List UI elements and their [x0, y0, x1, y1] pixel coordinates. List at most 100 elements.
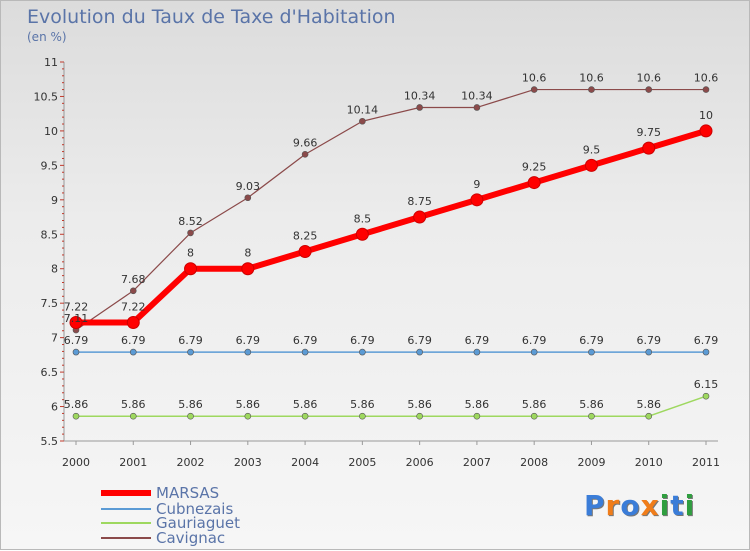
data-label: 10.6 [522, 72, 547, 85]
y-tick-label: 9 [51, 194, 58, 207]
data-label: 9.25 [522, 161, 547, 174]
proxiti-logo: Proxiti [584, 489, 696, 522]
data-point [416, 412, 423, 420]
data-label: 9.5 [583, 143, 601, 156]
data-point [527, 176, 541, 190]
data-point [301, 151, 309, 158]
data-label: 5.86 [293, 398, 318, 411]
legend-label: MARSAS [156, 484, 219, 502]
y-tick-label: 10.5 [34, 90, 59, 103]
data-label: 8.25 [293, 230, 318, 243]
data-label: 8 [187, 247, 194, 260]
data-point [473, 412, 481, 420]
data-point [355, 227, 369, 241]
data-label: 8 [244, 247, 251, 260]
data-label: 6.15 [694, 378, 719, 391]
y-tick-label: 9.5 [41, 159, 59, 172]
data-point [413, 210, 427, 224]
data-point [187, 348, 194, 356]
x-tick-label: 2000 [62, 456, 90, 469]
data-point [470, 193, 484, 207]
data-point [645, 412, 653, 420]
x-tick-label: 2004 [291, 456, 319, 469]
data-point [530, 348, 538, 356]
data-label: 5.86 [236, 398, 261, 411]
series-line [75, 88, 707, 331]
data-point [702, 86, 710, 93]
data-label: 10.6 [694, 72, 719, 85]
data-point [359, 117, 366, 125]
x-tick-label: 2003 [234, 456, 262, 469]
x-tick-label: 2010 [635, 456, 663, 469]
data-label: 10.6 [579, 72, 604, 85]
data-label: 6.79 [178, 334, 203, 347]
chart-unit: (en %) [27, 30, 67, 44]
legend-label: Cubnezais [156, 500, 233, 518]
data-label: 5.86 [522, 398, 547, 411]
data-label: 6.79 [407, 334, 432, 347]
data-label: 6.79 [636, 334, 661, 347]
y-tick-label: 7.5 [41, 297, 59, 310]
data-point [702, 392, 710, 400]
data-label: 6.79 [522, 334, 547, 347]
data-label: 10.6 [636, 72, 661, 85]
data-label: 6.79 [293, 334, 318, 347]
data-label: 10.34 [461, 89, 493, 102]
x-tick-label: 2001 [119, 456, 147, 469]
data-label: 10.14 [347, 103, 379, 116]
data-label: 5.86 [636, 398, 661, 411]
data-label: 9 [473, 178, 480, 191]
data-point [530, 86, 538, 93]
data-point [241, 262, 255, 276]
data-point [588, 86, 595, 93]
data-label: 8.75 [407, 195, 432, 208]
data-label: 6.79 [236, 334, 261, 347]
data-label: 10.34 [404, 89, 436, 102]
data-point [298, 245, 312, 258]
data-point [69, 315, 83, 329]
data-label: 5.86 [465, 398, 490, 411]
y-tick-label: 6.5 [41, 366, 59, 379]
x-tick-label: 2007 [463, 456, 491, 469]
data-label: 6.79 [579, 334, 604, 347]
data-point [416, 104, 423, 111]
x-tick-label: 2002 [177, 456, 205, 469]
y-tick-label: 8.5 [41, 228, 59, 241]
y-tick-label: 7 [51, 332, 58, 345]
data-label: 9.03 [236, 180, 261, 193]
data-label: 5.86 [178, 398, 203, 411]
data-point [645, 86, 653, 93]
data-label: 7.22 [121, 300, 146, 313]
data-point [244, 194, 252, 202]
x-tick-label: 2009 [577, 456, 605, 469]
data-label: 6.79 [465, 334, 490, 347]
data-label: 5.86 [579, 398, 604, 411]
data-point [702, 348, 710, 356]
data-label: 8.52 [178, 215, 203, 228]
data-point [588, 412, 595, 420]
data-point [588, 348, 595, 356]
data-label: 7.68 [121, 273, 146, 286]
data-label: 6.79 [694, 334, 719, 347]
data-label: 5.86 [121, 398, 146, 411]
data-point [416, 348, 423, 356]
data-point [530, 412, 538, 420]
legend-label: Gauriaguet [156, 514, 240, 532]
data-point [129, 287, 137, 295]
data-point [359, 412, 366, 420]
y-tick-label: 11 [44, 56, 58, 69]
data-point [184, 262, 198, 276]
data-point [72, 348, 80, 356]
y-tick-label: 6 [51, 401, 58, 414]
data-point [699, 124, 713, 138]
data-point [126, 315, 140, 329]
data-point [187, 229, 194, 237]
data-point [473, 348, 481, 356]
data-point [359, 348, 366, 356]
data-label: 5.86 [64, 398, 89, 411]
data-label: 6.79 [121, 334, 146, 347]
data-label: 7.11 [64, 312, 89, 325]
data-label: 6.79 [350, 334, 375, 347]
